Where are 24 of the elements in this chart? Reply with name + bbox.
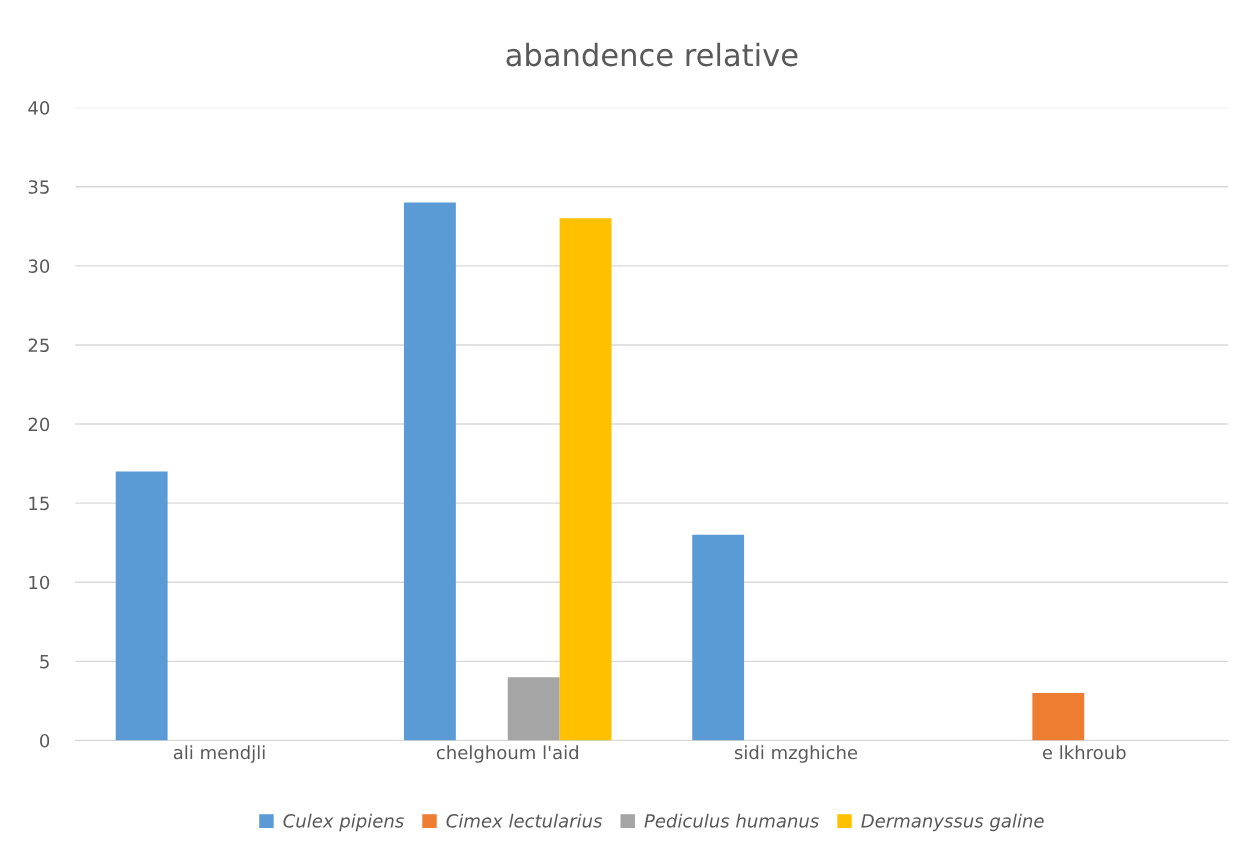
y-tick-label: 0 <box>40 733 50 748</box>
y-tick-label: 15 <box>29 496 49 511</box>
y-tick-label: 10 <box>29 575 50 590</box>
bar <box>559 218 612 741</box>
legend-label: Dermanyssus galine <box>861 813 1044 832</box>
legend-label: Cimex lectularius <box>446 813 603 828</box>
y-tick-label: 30 <box>28 259 50 273</box>
bar <box>403 202 456 741</box>
x-tick-label: ali mendjli <box>173 745 265 763</box>
x-tick-label: e lkhroub <box>1042 745 1126 760</box>
bar <box>115 471 168 741</box>
bar <box>1032 693 1085 741</box>
chart-title: abandence relative <box>506 42 798 67</box>
bar <box>507 677 560 741</box>
y-tick-label: 25 <box>28 338 49 353</box>
legend-label: Pediculus humanus <box>644 813 819 828</box>
legend-label: Culex pipiens <box>283 813 404 832</box>
x-tick-label: sidi mzghiche <box>734 745 858 763</box>
y-tick-label: 20 <box>28 417 50 432</box>
y-tick-label: 5 <box>40 655 49 669</box>
y-tick-label: 35 <box>28 180 49 194</box>
y-tick-label: 40 <box>28 101 50 115</box>
x-tick-label: chelghoum l'aid <box>436 745 578 763</box>
bar <box>692 534 745 741</box>
